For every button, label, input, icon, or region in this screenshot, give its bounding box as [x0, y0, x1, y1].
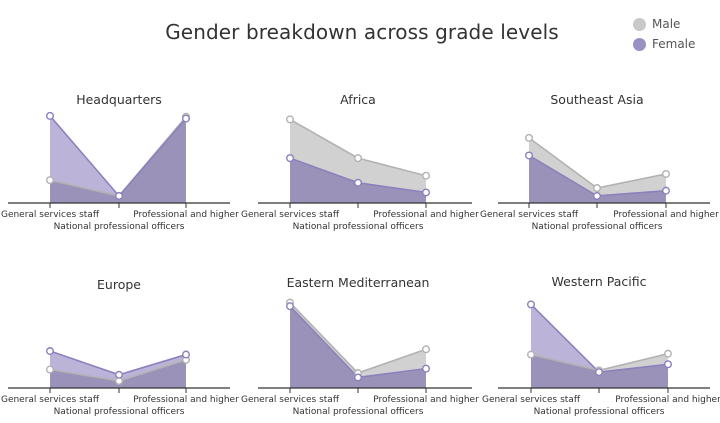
point-female	[46, 347, 55, 356]
page-title: Gender breakdown across grade levels	[165, 20, 559, 44]
legend-label-male: Male	[652, 17, 681, 31]
area-overlap	[290, 306, 426, 388]
legend-item-male[interactable]: Male	[633, 15, 695, 33]
panel-title: Eastern Mediterranean	[287, 275, 430, 290]
x-tick-label: Professional and higher	[373, 210, 479, 220]
x-tick-label: National professional officers	[534, 407, 665, 417]
point-male	[525, 133, 534, 142]
point-female	[525, 151, 534, 160]
panel-title: Headquarters	[76, 92, 162, 107]
x-tick-label: National professional officers	[293, 222, 424, 232]
panel-africa: Africa General services staff National pro…	[241, 92, 479, 232]
x-tick-label: National professional officers	[54, 222, 185, 232]
point-male	[422, 345, 431, 354]
panel-eastern-mediterranean: Eastern Mediterranean General services st…	[241, 275, 479, 417]
x-tick-label: General services staff	[241, 395, 340, 405]
point-female	[422, 188, 431, 197]
panel-europe: Europe General services staff National pro…	[1, 277, 239, 417]
point-female	[181, 114, 190, 123]
point-male	[46, 176, 55, 185]
x-tick-label: Professional and higher	[133, 210, 239, 220]
point-female	[181, 350, 190, 359]
point-female	[422, 364, 431, 373]
area-overlap	[529, 155, 666, 203]
point-female	[114, 370, 123, 379]
point-male	[664, 349, 673, 358]
point-male	[662, 169, 671, 178]
point-male	[422, 171, 431, 180]
panel-title: Southeast Asia	[550, 92, 643, 107]
legend: Male Female	[633, 15, 695, 55]
x-tick-label: General services staff	[241, 210, 340, 220]
x-tick-label: National professional officers	[293, 407, 424, 417]
x-tick-label: National professional officers	[54, 407, 185, 417]
point-female	[354, 373, 363, 382]
x-tick-label: General services staff	[1, 210, 100, 220]
x-tick-label: General services staff	[482, 395, 581, 405]
area-overlap	[531, 353, 668, 388]
point-male	[286, 115, 295, 124]
legend-item-female[interactable]: Female	[633, 35, 695, 53]
point-female	[527, 300, 536, 309]
point-male	[593, 184, 602, 193]
area-overlap	[290, 158, 426, 203]
point-female	[286, 154, 295, 163]
panel-title: Western Pacific	[552, 274, 647, 289]
x-tick-label: Professional and higher	[613, 210, 719, 220]
point-female	[664, 360, 673, 369]
point-female	[662, 186, 671, 195]
panel-title: Africa	[340, 92, 376, 107]
x-tick-label: General services staff	[480, 210, 579, 220]
point-female	[286, 302, 295, 311]
legend-label-female: Female	[652, 37, 696, 51]
point-female	[114, 191, 123, 200]
panel-headquarters: Headquarters General services staff Nation…	[1, 92, 239, 232]
legend-swatch-female	[633, 37, 646, 51]
panel-southeast-asia: Southeast Asia General services staff Nati…	[480, 92, 719, 232]
point-female	[354, 178, 363, 187]
point-female	[593, 191, 602, 200]
point-female	[595, 368, 604, 377]
x-tick-label: Professional and higher	[133, 395, 239, 405]
panel-title: Europe	[97, 277, 141, 292]
legend-swatch-male	[633, 17, 646, 31]
panel-western-pacific: Western Pacific General services staff Nat…	[482, 274, 720, 417]
x-tick-label: National professional officers	[532, 222, 663, 232]
point-female	[46, 111, 55, 120]
point-male	[46, 365, 55, 374]
x-tick-label: Professional and higher	[373, 395, 479, 405]
point-male	[527, 350, 536, 359]
point-male	[354, 154, 363, 163]
area-overlap	[50, 359, 186, 388]
x-tick-label: General services staff	[1, 395, 100, 405]
x-tick-label: Professional and higher	[615, 395, 720, 405]
